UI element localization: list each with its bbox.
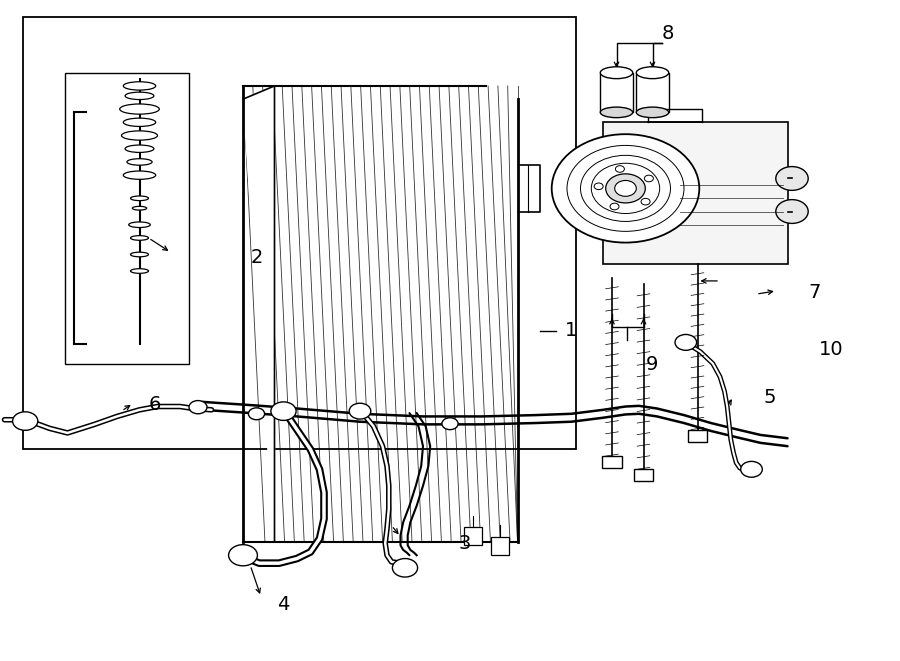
- Text: 9: 9: [646, 356, 659, 374]
- Ellipse shape: [120, 104, 159, 114]
- Text: 8: 8: [662, 24, 674, 42]
- Circle shape: [644, 175, 653, 182]
- Ellipse shape: [127, 159, 152, 165]
- Ellipse shape: [123, 82, 156, 90]
- Ellipse shape: [130, 269, 148, 274]
- Bar: [634, 469, 653, 481]
- Circle shape: [776, 200, 808, 223]
- Text: 1: 1: [565, 321, 578, 340]
- Circle shape: [271, 402, 296, 420]
- Circle shape: [616, 166, 625, 173]
- Bar: [602, 456, 622, 468]
- Ellipse shape: [122, 131, 158, 140]
- Bar: [600, 73, 633, 112]
- Ellipse shape: [130, 253, 148, 256]
- Circle shape: [675, 334, 697, 350]
- Ellipse shape: [125, 92, 154, 100]
- Ellipse shape: [636, 107, 669, 118]
- Bar: [688, 430, 707, 442]
- Circle shape: [615, 180, 636, 196]
- Bar: [65, 73, 189, 364]
- Ellipse shape: [130, 236, 148, 240]
- Circle shape: [594, 183, 603, 190]
- Polygon shape: [243, 86, 274, 542]
- Ellipse shape: [132, 206, 147, 210]
- Ellipse shape: [123, 118, 156, 126]
- Text: 7: 7: [808, 283, 821, 301]
- Circle shape: [392, 559, 418, 577]
- Bar: [636, 73, 669, 112]
- Circle shape: [349, 403, 371, 419]
- Circle shape: [776, 167, 808, 190]
- Ellipse shape: [130, 196, 148, 201]
- Circle shape: [13, 412, 38, 430]
- Ellipse shape: [600, 107, 633, 118]
- Text: 10: 10: [819, 340, 843, 358]
- Circle shape: [229, 545, 257, 566]
- Circle shape: [248, 408, 265, 420]
- Circle shape: [741, 461, 762, 477]
- Text: 4: 4: [277, 596, 290, 614]
- Ellipse shape: [129, 222, 150, 227]
- Bar: [603, 122, 788, 264]
- Circle shape: [189, 401, 207, 414]
- Circle shape: [442, 418, 458, 430]
- Ellipse shape: [123, 171, 156, 179]
- Circle shape: [641, 198, 650, 205]
- Text: 3: 3: [459, 534, 472, 553]
- Ellipse shape: [636, 67, 669, 79]
- Text: 2: 2: [250, 249, 263, 267]
- Text: 5: 5: [763, 389, 776, 407]
- Circle shape: [606, 174, 645, 203]
- Bar: [22, 17, 576, 449]
- Text: 6: 6: [148, 395, 161, 414]
- Ellipse shape: [600, 67, 633, 79]
- Bar: [464, 527, 482, 545]
- Circle shape: [610, 203, 619, 210]
- Circle shape: [552, 134, 699, 243]
- Bar: [491, 537, 508, 555]
- Ellipse shape: [125, 145, 154, 153]
